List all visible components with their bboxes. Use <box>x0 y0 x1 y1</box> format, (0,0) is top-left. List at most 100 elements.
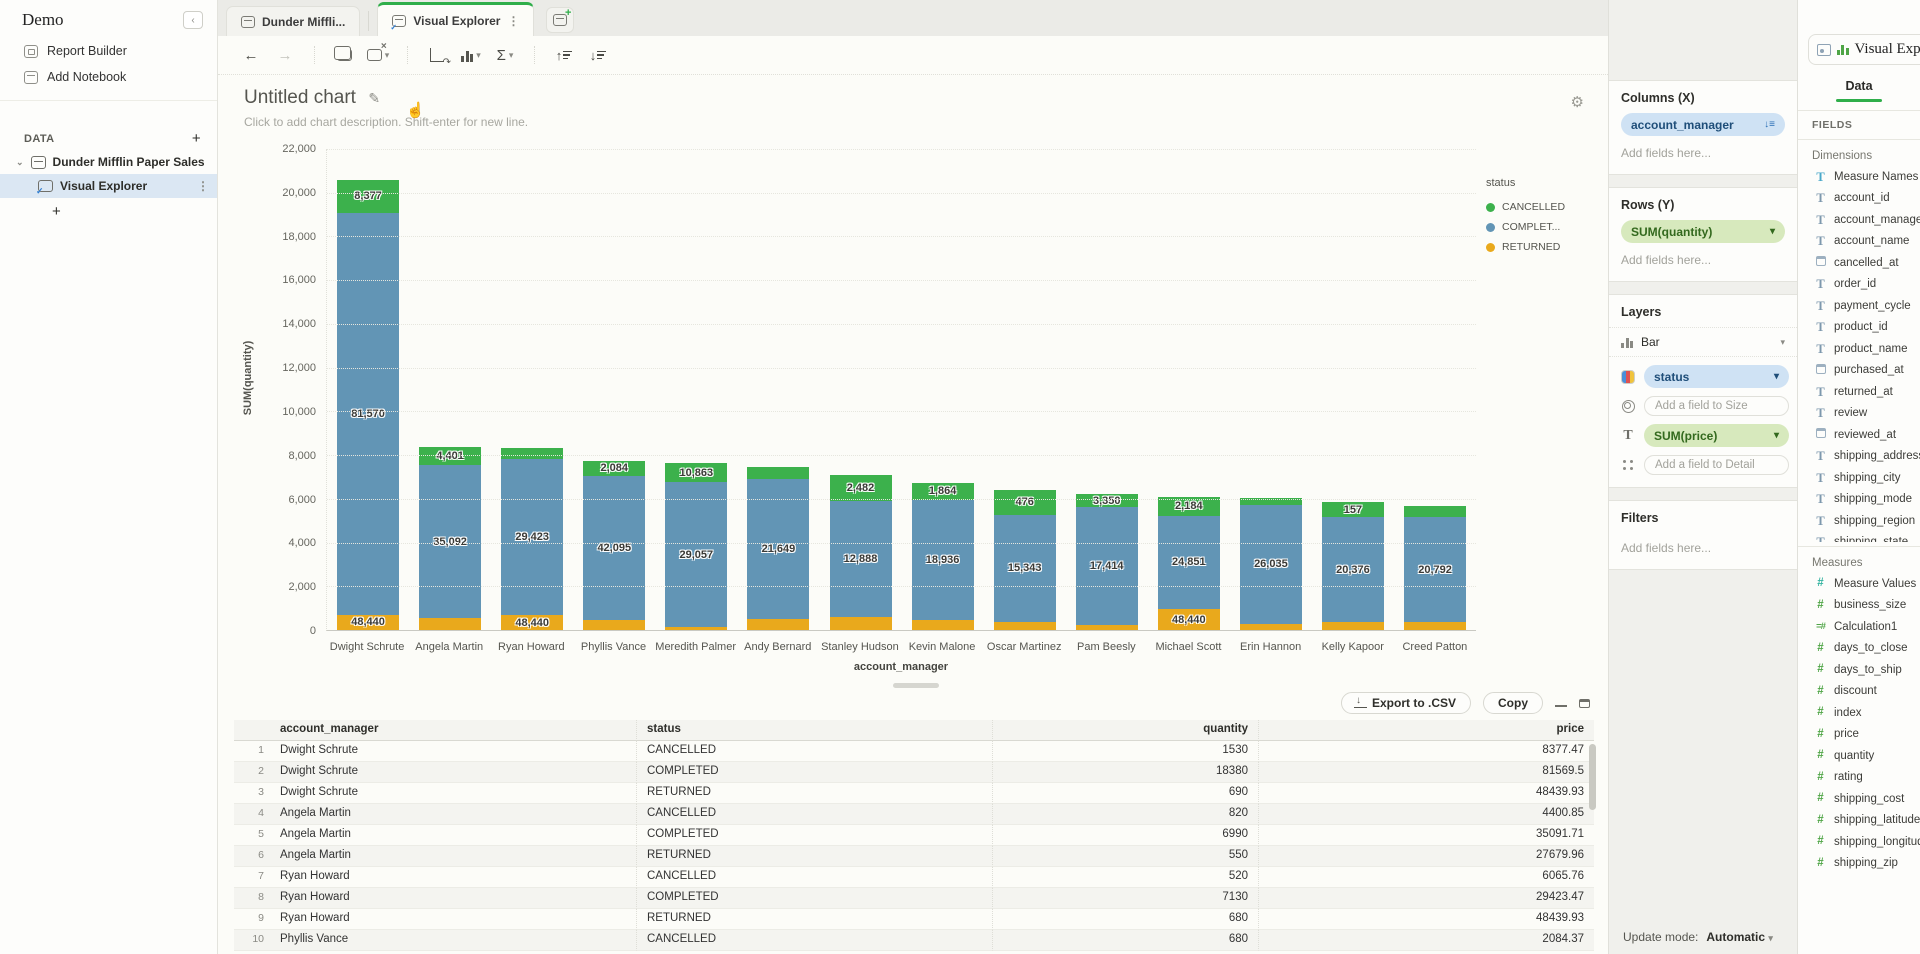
aggregate-button[interactable]: Σ ▾ <box>492 42 518 68</box>
legend-item[interactable]: CANCELLED <box>1486 197 1592 217</box>
field-item-business_size[interactable]: # business_size <box>1798 595 1920 617</box>
bar-segment-returned[interactable] <box>993 622 1056 630</box>
edit-title-pencil-icon[interactable]: ✎ <box>368 90 381 106</box>
field-item-shipping_cost[interactable]: # shipping_cost <box>1798 788 1920 810</box>
bar-segment-returned[interactable] <box>1404 622 1467 630</box>
column-header-status[interactable]: status <box>636 720 992 741</box>
legend-item[interactable]: RETURNED <box>1486 237 1592 257</box>
delete-chart-button[interactable]: ▾ <box>365 41 391 68</box>
filters-drop-zone[interactable]: Add fields here... <box>1621 541 1712 555</box>
bar-segment-returned[interactable]: 48,440 <box>1157 609 1220 630</box>
bar-phyllis-vance[interactable]: 2,084 42,095 <box>583 149 646 630</box>
field-item-price[interactable]: # price <box>1798 724 1920 746</box>
column-header-account-manager[interactable]: account_manager <box>270 720 636 741</box>
bar-segment-returned[interactable] <box>583 619 646 630</box>
field-item-calculation1[interactable]: =# Calculation1 <box>1798 616 1920 638</box>
field-item-days_to_close[interactable]: # days_to_close <box>1798 638 1920 660</box>
bar-segment-completed[interactable]: 15,343 <box>993 514 1056 623</box>
bar-segment-completed[interactable]: 81,570 <box>337 213 400 615</box>
detail-drop-zone[interactable]: Add a field to Detail <box>1644 455 1789 475</box>
bar-segment-cancelled[interactable]: 4,401 <box>419 447 482 466</box>
chart-title[interactable]: Untitled chart <box>244 87 356 108</box>
add-data-icon[interactable]: + <box>191 130 201 147</box>
add-view-icon[interactable]: + <box>52 203 61 220</box>
bar-meredith-palmer[interactable]: 10,863 29,057 <box>665 149 728 630</box>
field-item-measure-values[interactable]: # Measure Values <box>1798 573 1920 595</box>
field-item-purchased_at[interactable]: purchased_at <box>1798 360 1920 382</box>
bar-kevin-malone[interactable]: 1,864 18,936 <box>911 149 974 630</box>
sort-applied-icon[interactable]: ↓≡ <box>1764 119 1775 130</box>
undo-button[interactable]: ← <box>243 46 259 64</box>
bar-segment-cancelled[interactable]: 1,864 <box>911 482 974 500</box>
collapse-sidebar-icon[interactable]: ‹ <box>183 11 203 29</box>
bar-segment-cancelled[interactable]: 2,084 <box>583 460 646 476</box>
bar-segment-cancelled[interactable] <box>747 467 810 480</box>
bar-erin-hannon[interactable]: 26,035 <box>1239 149 1302 630</box>
chevron-down-icon[interactable]: ▾ <box>1769 226 1775 237</box>
tab-dunder-mifflin[interactable]: Dunder Miffli... <box>226 6 361 36</box>
bar-segment-completed[interactable]: 26,035 <box>1239 504 1302 625</box>
resize-drag-handle[interactable] <box>893 683 939 688</box>
tab-visual-explorer[interactable]: Visual Explorer ⋮ <box>377 2 535 36</box>
field-item-cancelled_at[interactable]: cancelled_at <box>1798 252 1920 274</box>
field-item-reviewed_at[interactable]: reviewed_at <box>1798 424 1920 446</box>
chart-description-placeholder[interactable]: Click to add chart description. Shift-en… <box>244 115 529 129</box>
bar-segment-returned[interactable] <box>665 626 728 630</box>
bar-segment-cancelled[interactable]: 8,377 <box>337 179 400 214</box>
bar-segment-completed[interactable]: 12,888 <box>829 500 892 618</box>
bar-segment-returned[interactable] <box>1239 624 1302 630</box>
update-mode-select[interactable]: Automatic ▾ <box>1706 930 1773 944</box>
bar-segment-completed[interactable]: 17,414 <box>1075 507 1138 625</box>
bar-segment-completed[interactable]: 42,095 <box>583 475 646 620</box>
bar-segment-returned[interactable]: 48,440 <box>337 614 400 630</box>
color-pill-status[interactable]: status ▾ <box>1644 365 1789 388</box>
export-csv-button[interactable]: Export to .CSV <box>1340 692 1471 714</box>
columns-pill-account-manager[interactable]: account_manager ↓≡ <box>1621 113 1785 136</box>
field-item-rating[interactable]: # rating <box>1798 767 1920 789</box>
table-scrollbar[interactable] <box>1589 744 1596 810</box>
bar-segment-cancelled[interactable]: 2,482 <box>829 474 892 501</box>
text-pill-sum-price[interactable]: SUM(price) ▾ <box>1644 424 1789 447</box>
sidebar-item-visual-explorer[interactable]: Visual Explorer ⋮ <box>0 174 217 198</box>
bar-segment-returned[interactable]: 48,440 <box>501 615 564 630</box>
bar-segment-cancelled[interactable] <box>1239 497 1302 505</box>
sort-descending-button[interactable]: ↓ <box>585 42 611 68</box>
sidebar-project-dunder-mifflin[interactable]: ⌄ Dunder Mifflin Paper Sales <box>0 150 217 174</box>
bar-segment-completed[interactable]: 29,423 <box>501 459 564 616</box>
swap-axes-button[interactable] <box>424 42 451 68</box>
field-item-shipping_zip[interactable]: # shipping_zip <box>1798 853 1920 875</box>
columns-drop-zone[interactable]: Add fields here... <box>1621 146 1712 160</box>
field-item-shipping_latitude[interactable]: # shipping_latitude <box>1798 810 1920 832</box>
bar-stanley-hudson[interactable]: 2,482 12,888 <box>829 149 892 630</box>
bar-segment-completed[interactable]: 20,376 <box>1321 517 1384 623</box>
bar-segment-cancelled[interactable]: 157 <box>1321 502 1384 518</box>
field-item-days_to_ship[interactable]: # days_to_ship <box>1798 659 1920 681</box>
chevron-down-icon[interactable]: ▾ <box>1773 371 1779 382</box>
tab-kebab-icon[interactable]: ⋮ <box>507 13 520 28</box>
bar-creed-patton[interactable]: 20,792 <box>1404 149 1467 630</box>
tab-data[interactable]: Data <box>1798 79 1920 102</box>
column-header-price[interactable]: price <box>1258 720 1594 741</box>
bar-segment-completed[interactable]: 29,057 <box>665 482 728 627</box>
bar-segment-returned[interactable] <box>419 617 482 630</box>
kebab-menu-icon[interactable]: ⋮ <box>197 179 209 193</box>
copy-button[interactable]: Copy <box>1483 692 1543 714</box>
field-item-discount[interactable]: # discount <box>1798 681 1920 703</box>
bar-segment-completed[interactable]: 24,851 <box>1157 515 1220 610</box>
bar-segment-cancelled[interactable]: 10,863 <box>665 462 728 483</box>
bar-pam-beesly[interactable]: 3,350 17,414 <box>1075 149 1138 630</box>
bar-ryan-howard[interactable]: 29,423 48,440 <box>501 149 564 630</box>
chevron-down-icon[interactable]: ▾ <box>1773 430 1779 441</box>
